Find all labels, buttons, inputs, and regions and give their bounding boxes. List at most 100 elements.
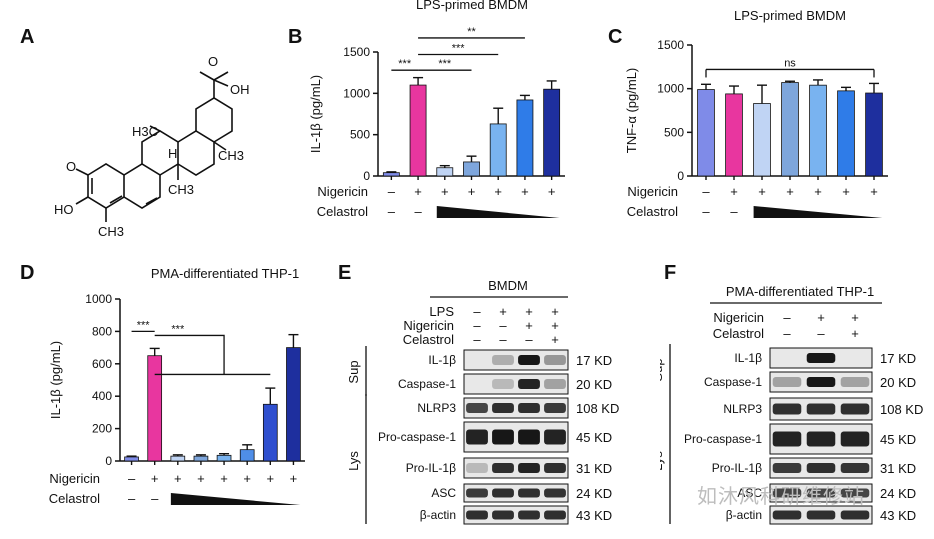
protein-band [518,463,540,473]
panel-label-c: C [608,26,623,48]
treatment-mark: + [842,184,850,199]
molecular-weight-label: 43 KD [576,508,612,523]
protein-band [466,463,488,473]
protein-band [466,403,488,413]
protein-band [772,403,802,415]
protein-band [518,488,540,498]
blot-row-label: NLRP3 [417,401,456,415]
protein-band [840,488,870,498]
bar [725,93,743,177]
bar [837,90,855,177]
molecular-weight-label: 24 KD [576,486,612,501]
protein-band [806,463,836,473]
chart-b: LPS-primed BMDM IL-1β (pg/mL) 0 500 1000 1500… [308,0,565,219]
treatment-mark: + [197,471,205,486]
blot-row-label: β-actin [726,508,762,522]
treatment-mark: + [243,471,251,486]
blot-strip [463,457,569,479]
y-tick-label: 1000 [343,86,370,100]
bar [809,84,827,177]
chart-title: PMA-differentiated THP-1 [151,266,299,281]
molecular-weight-label: 45 KD [880,432,916,447]
protein-band [544,429,566,445]
atom-label: H [168,146,177,161]
panel-label-e: E [338,262,352,284]
bar [697,89,715,177]
watermark-text: 如沐风科研维修站 [697,486,865,508]
protein-band [806,377,836,387]
y-tick-label: 800 [92,324,112,338]
protein-band [840,431,870,447]
treatment-label: Nigericin [49,471,100,486]
protein-band [772,377,802,387]
protein-band [806,431,836,447]
protein-band [466,429,488,445]
protein-band [772,463,802,473]
treatment-mark: + [494,184,502,199]
protein-band [806,488,836,498]
condition-mark: + [551,318,559,333]
treatment-mark: + [814,184,822,199]
blot-row-label: Pro-IL-1β [406,461,456,475]
bar [262,403,278,462]
atom-label: CH3 [98,224,124,239]
blot-strip [463,397,569,419]
treatment-label: Nigericin [317,184,368,199]
y-tick-label: 0 [105,454,112,468]
condition-mark: + [551,332,559,347]
panel-label-a: A [20,26,35,48]
significance-bracket [154,334,225,375]
treatment-mark: + [174,471,182,486]
blot-strip [463,505,569,525]
protein-band [772,431,802,447]
treatment-mark: – [702,204,710,219]
y-tick-label: 200 [92,422,112,436]
protein-band [840,403,870,415]
treatment-mark: – [388,184,396,199]
protein-band [492,488,514,498]
molecular-weight-label: 45 KD [576,430,612,445]
protein-band [492,510,514,520]
treatment-mark: + [870,184,878,199]
condition-mark: + [851,326,859,341]
atom-label: CH3 [168,182,194,197]
blot-row-label: Pro-caspase-1 [378,430,456,444]
treatment-mark: + [468,184,476,199]
treatment-mark: – [414,204,422,219]
y-axis-label: IL-1β (pg/mL) [48,341,63,419]
chart-d: PMA-differentiated THP-1 IL-1β (pg/mL) 0 20… [48,266,305,506]
significance-label: *** [438,58,452,70]
condition-mark: – [783,326,791,341]
treatment-label: Nigericin [627,184,678,199]
treatment-label: Celastrol [627,204,678,219]
treatment-mark: + [441,184,449,199]
treatment-mark: + [730,184,738,199]
protein-band [840,510,870,520]
molecular-weight-label: 43 KD [880,508,916,523]
protein-band [806,353,836,363]
treatment-mark: + [758,184,766,199]
chart-title: LPS-primed BMDM [416,0,528,12]
panel-label-d: D [20,262,35,284]
y-tick-label: 1000 [657,82,684,96]
blot-title: BMDM [488,278,528,293]
celastrol-dose-wedge [753,206,883,218]
significance-label: *** [398,58,412,70]
treatment-mark: + [290,471,298,486]
y-tick-label: 400 [92,389,112,403]
blot-row-label: Caspase-1 [704,375,762,389]
bar [753,103,771,177]
y-tick-label: 500 [664,125,684,139]
condition-mark: + [499,304,507,319]
protein-band [772,488,802,498]
treatment-mark: + [786,184,794,199]
bar [436,167,454,177]
protein-band [518,355,540,365]
structure-bonds [75,71,233,222]
molecular-weight-label: 20 KD [880,375,916,390]
blot-row-label: NLRP3 [723,402,762,416]
protein-band [492,379,514,389]
protein-band [518,403,540,413]
atom-label: OH [230,82,250,97]
